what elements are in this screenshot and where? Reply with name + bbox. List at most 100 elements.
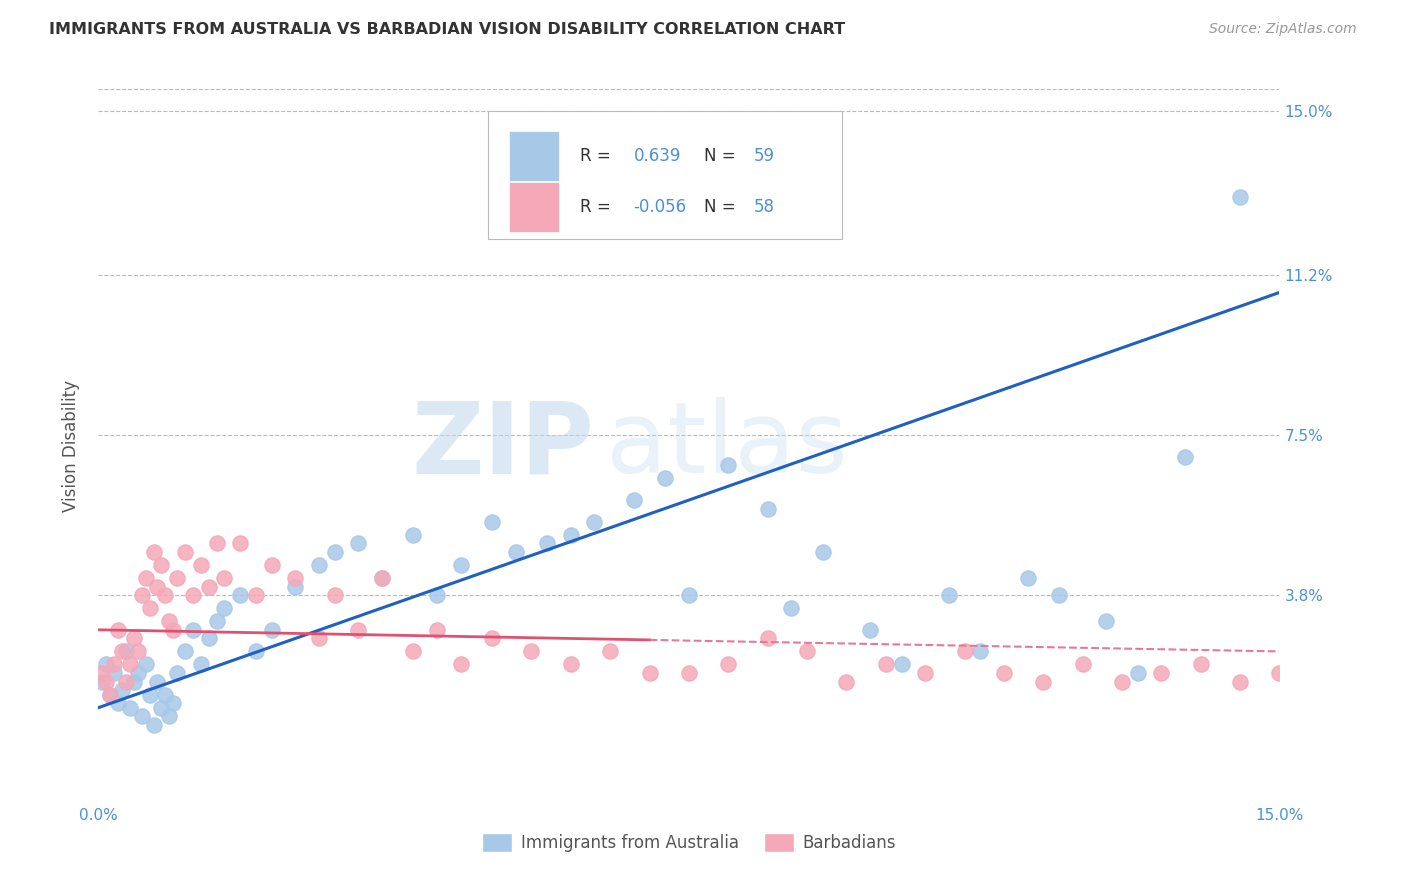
Point — [835, 674, 858, 689]
Point — [260, 558, 283, 572]
Point — [678, 666, 700, 681]
Point — [520, 644, 543, 658]
Point — [205, 614, 228, 628]
Text: R =: R = — [581, 146, 616, 164]
Point — [118, 657, 141, 672]
Point — [107, 623, 129, 637]
Point — [717, 458, 740, 473]
Point — [308, 632, 330, 646]
Point — [284, 580, 307, 594]
Point — [583, 515, 606, 529]
Point — [229, 588, 252, 602]
Point — [450, 657, 472, 672]
Point — [1017, 571, 1039, 585]
Text: N =: N = — [704, 146, 741, 164]
Point — [157, 614, 180, 628]
Point — [131, 709, 153, 723]
FancyBboxPatch shape — [509, 130, 560, 180]
Point — [135, 657, 157, 672]
Point — [993, 666, 1015, 681]
Point — [426, 588, 449, 602]
Point — [245, 644, 267, 658]
Point — [142, 718, 165, 732]
Point — [115, 644, 138, 658]
Text: R =: R = — [581, 198, 616, 216]
Point — [229, 536, 252, 550]
Point — [284, 571, 307, 585]
Point — [560, 657, 582, 672]
Point — [197, 632, 219, 646]
Text: -0.056: -0.056 — [634, 198, 686, 216]
Point — [157, 709, 180, 723]
Text: 58: 58 — [754, 198, 775, 216]
Point — [107, 696, 129, 710]
Point — [1111, 674, 1133, 689]
Point — [96, 657, 118, 672]
Point — [347, 536, 370, 550]
Point — [174, 545, 197, 559]
Point — [938, 588, 960, 602]
Point — [131, 588, 153, 602]
Point — [1047, 588, 1070, 602]
Point — [181, 623, 204, 637]
Point — [780, 601, 803, 615]
Point — [190, 558, 212, 572]
Point — [623, 493, 645, 508]
Point — [142, 545, 165, 559]
Point — [111, 644, 134, 658]
FancyBboxPatch shape — [488, 111, 842, 239]
Point — [323, 545, 346, 559]
Point — [638, 666, 661, 681]
Point — [481, 515, 503, 529]
Text: 0.639: 0.639 — [634, 146, 681, 164]
Point — [103, 657, 125, 672]
Text: N =: N = — [704, 198, 741, 216]
Point — [371, 571, 394, 585]
Point — [98, 688, 121, 702]
Point — [371, 571, 394, 585]
Point — [155, 588, 177, 602]
Point — [811, 545, 834, 559]
Point — [308, 558, 330, 572]
Point — [115, 674, 138, 689]
Point — [599, 644, 621, 658]
Point — [103, 666, 125, 681]
Point — [166, 571, 188, 585]
Point — [678, 588, 700, 602]
Point — [450, 558, 472, 572]
Point — [111, 683, 134, 698]
Point — [859, 623, 882, 637]
Point — [536, 536, 558, 550]
Point — [214, 571, 236, 585]
Point — [1229, 674, 1251, 689]
Point — [717, 657, 740, 672]
Text: atlas: atlas — [606, 398, 848, 494]
Point — [127, 644, 149, 658]
Text: ZIP: ZIP — [412, 398, 595, 494]
Point — [969, 644, 991, 658]
Y-axis label: Vision Disability: Vision Disability — [62, 380, 80, 512]
Point — [1150, 666, 1173, 681]
Point — [560, 527, 582, 541]
Point — [138, 688, 160, 702]
Point — [323, 588, 346, 602]
Point — [426, 623, 449, 637]
Point — [98, 688, 121, 702]
Point — [1032, 674, 1054, 689]
FancyBboxPatch shape — [509, 182, 560, 232]
Point — [127, 666, 149, 681]
Text: 59: 59 — [754, 146, 775, 164]
Point — [135, 571, 157, 585]
Point — [953, 644, 976, 658]
Text: IMMIGRANTS FROM AUSTRALIA VS BARBADIAN VISION DISABILITY CORRELATION CHART: IMMIGRANTS FROM AUSTRALIA VS BARBADIAN V… — [49, 22, 845, 37]
Point — [875, 657, 897, 672]
Text: Source: ZipAtlas.com: Source: ZipAtlas.com — [1209, 22, 1357, 37]
Point — [181, 588, 204, 602]
Point — [402, 644, 425, 658]
Point — [402, 527, 425, 541]
Point — [796, 644, 818, 658]
Point — [146, 674, 169, 689]
Point — [162, 623, 184, 637]
Point — [190, 657, 212, 672]
Point — [1126, 666, 1149, 681]
